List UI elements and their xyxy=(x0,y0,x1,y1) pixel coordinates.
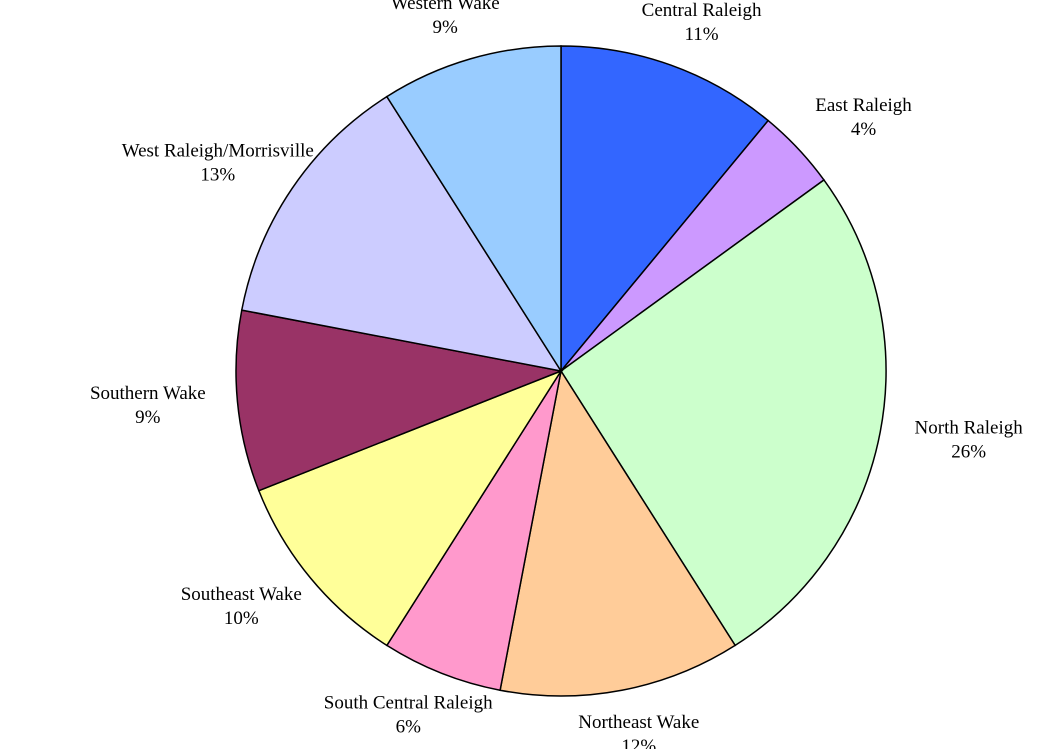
pie-slice xyxy=(257,369,563,647)
slice-label: North Raleigh xyxy=(915,418,1024,439)
pie-slice xyxy=(385,370,562,692)
pie-slice xyxy=(499,368,737,697)
slice-value-label: 12% xyxy=(621,736,656,749)
pie-slice xyxy=(385,45,562,374)
slice-value-label: 11% xyxy=(685,24,719,45)
slice-label: Western Wake xyxy=(391,0,500,14)
slice-label: South Central Raleigh xyxy=(324,692,493,713)
slice-label: Southern Wake xyxy=(90,383,206,404)
slice-value-label: 10% xyxy=(224,608,259,629)
slice-label: Northeast Wake xyxy=(578,712,699,733)
pie-slice xyxy=(235,309,564,492)
slice-value-label: 9% xyxy=(135,407,161,428)
pie-slice xyxy=(560,45,770,374)
pie-slice xyxy=(240,95,563,373)
slice-label: Southeast Wake xyxy=(181,584,302,605)
slice-label: West Raleigh/Morrisville xyxy=(122,140,314,161)
slice-label: East Raleigh xyxy=(815,95,912,116)
slice-value-label: 4% xyxy=(851,119,877,140)
pie-slice xyxy=(559,178,887,647)
slice-value-label: 6% xyxy=(396,716,422,737)
slice-label: Central Raleigh xyxy=(642,0,762,21)
slice-value-label: 9% xyxy=(433,17,459,38)
slice-value-label: 26% xyxy=(951,442,986,463)
slice-value-label: 13% xyxy=(200,164,235,185)
